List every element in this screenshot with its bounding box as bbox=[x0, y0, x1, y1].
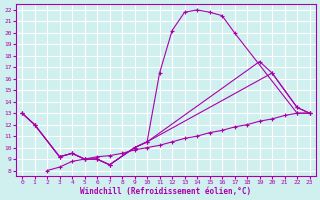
X-axis label: Windchill (Refroidissement éolien,°C): Windchill (Refroidissement éolien,°C) bbox=[80, 187, 252, 196]
